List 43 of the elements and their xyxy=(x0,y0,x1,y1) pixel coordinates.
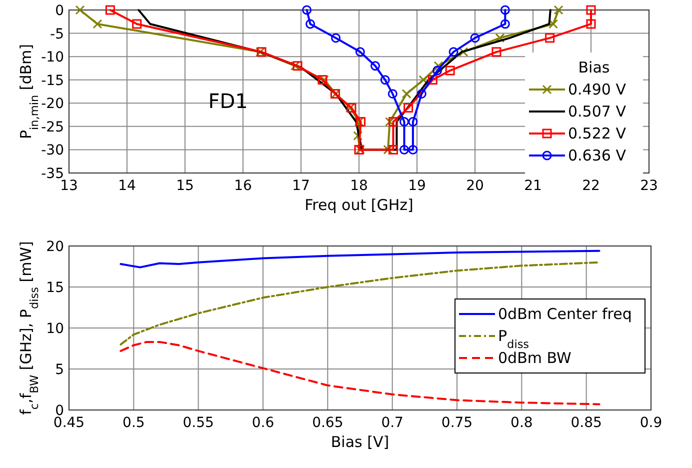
x-tick-label: 17 xyxy=(292,178,310,194)
y-tick-label: 0 xyxy=(55,3,64,19)
legend-label: 0.490 V xyxy=(568,80,627,98)
x-tick-label: 21 xyxy=(524,178,542,194)
x-axis-title: Freq out [GHz] xyxy=(304,196,414,214)
annotation: FD1 xyxy=(208,88,248,113)
y-tick-label: 15 xyxy=(46,280,64,296)
legend-label: 0.636 V xyxy=(568,146,627,164)
y-tick-label: -20 xyxy=(41,96,64,112)
y-tick-label: -15 xyxy=(41,72,64,89)
x-tick-label: 0.55 xyxy=(182,415,214,431)
x-tick-label: 0.6 xyxy=(252,415,274,431)
y-tick-label: -30 xyxy=(41,142,64,159)
legend-label: 0dBm BW xyxy=(498,349,572,367)
x-tick-label: 0.5 xyxy=(122,415,145,431)
x-tick-label: 18 xyxy=(350,178,368,194)
legend-label: 0.522 V xyxy=(568,124,627,142)
x-tick-label: 0.65 xyxy=(312,415,344,431)
x-tick-label: 15 xyxy=(176,178,194,194)
x-tick-label: 0.85 xyxy=(570,415,602,431)
legend-label: 0.507 V xyxy=(568,102,627,120)
x-tick-label: 23 xyxy=(640,178,658,194)
legend-label: 0dBm Center freq xyxy=(498,305,632,323)
x-tick-label: 0.45 xyxy=(53,415,85,431)
x-tick-label: 0.8 xyxy=(510,415,533,431)
y-tick-label: -25 xyxy=(41,119,64,136)
y-tick-label: -5 xyxy=(50,26,64,42)
x-tick-label: 13 xyxy=(60,178,78,194)
y-tick-label: 5 xyxy=(55,362,64,378)
x-axis-title: Bias [V] xyxy=(330,433,390,451)
y-tick-label: 10 xyxy=(46,321,64,337)
x-tick-label: 16 xyxy=(234,178,252,194)
x-tick-label: 0.9 xyxy=(640,415,662,431)
x-tick-label: 0.75 xyxy=(441,415,473,431)
y-tick-label: -10 xyxy=(41,50,64,66)
legend-title: Bias xyxy=(578,58,610,76)
legend-label: P$_{diss}$ xyxy=(498,327,530,350)
x-tick-label: 14 xyxy=(118,178,136,194)
x-tick-label: 20 xyxy=(466,178,484,194)
x-tick-label: 19 xyxy=(408,178,426,194)
x-tick-label: 0.7 xyxy=(381,415,404,431)
x-tick-label: 22 xyxy=(582,178,600,194)
y-tick-label: 20 xyxy=(46,239,64,255)
